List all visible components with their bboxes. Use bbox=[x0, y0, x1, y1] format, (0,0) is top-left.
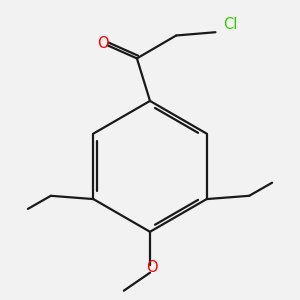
Text: O: O bbox=[97, 36, 108, 51]
Text: Cl: Cl bbox=[224, 16, 238, 32]
Text: O: O bbox=[146, 260, 158, 275]
